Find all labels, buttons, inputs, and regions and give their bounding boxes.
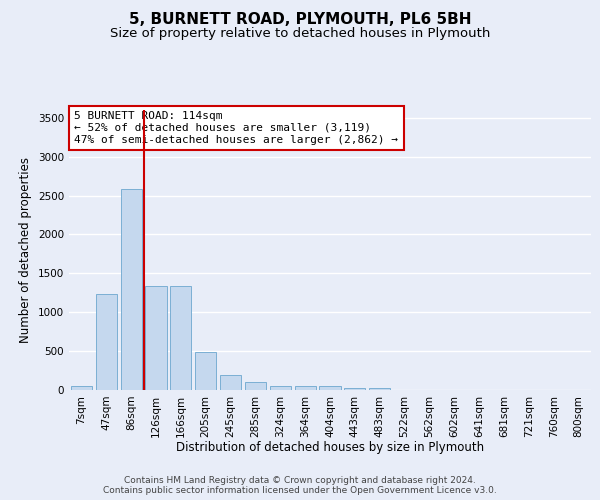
Bar: [319, 386, 341, 390]
Bar: [220, 375, 241, 390]
Bar: [295, 386, 316, 390]
Text: 5, BURNETT ROAD, PLYMOUTH, PL6 5BH: 5, BURNETT ROAD, PLYMOUTH, PL6 5BH: [129, 12, 471, 28]
Bar: [369, 388, 390, 390]
Bar: [96, 294, 117, 390]
Bar: [344, 388, 365, 390]
Bar: [245, 382, 266, 390]
Text: Contains HM Land Registry data © Crown copyright and database right 2024.
Contai: Contains HM Land Registry data © Crown c…: [103, 476, 497, 495]
Bar: [170, 286, 191, 390]
Text: Size of property relative to detached houses in Plymouth: Size of property relative to detached ho…: [110, 28, 490, 40]
Bar: [195, 352, 216, 390]
Text: 5 BURNETT ROAD: 114sqm
← 52% of detached houses are smaller (3,119)
47% of semi-: 5 BURNETT ROAD: 114sqm ← 52% of detached…: [74, 112, 398, 144]
Bar: [270, 386, 291, 390]
X-axis label: Distribution of detached houses by size in Plymouth: Distribution of detached houses by size …: [176, 441, 484, 454]
Bar: [145, 286, 167, 390]
Bar: [71, 386, 92, 390]
Y-axis label: Number of detached properties: Number of detached properties: [19, 157, 32, 343]
Bar: [121, 190, 142, 390]
